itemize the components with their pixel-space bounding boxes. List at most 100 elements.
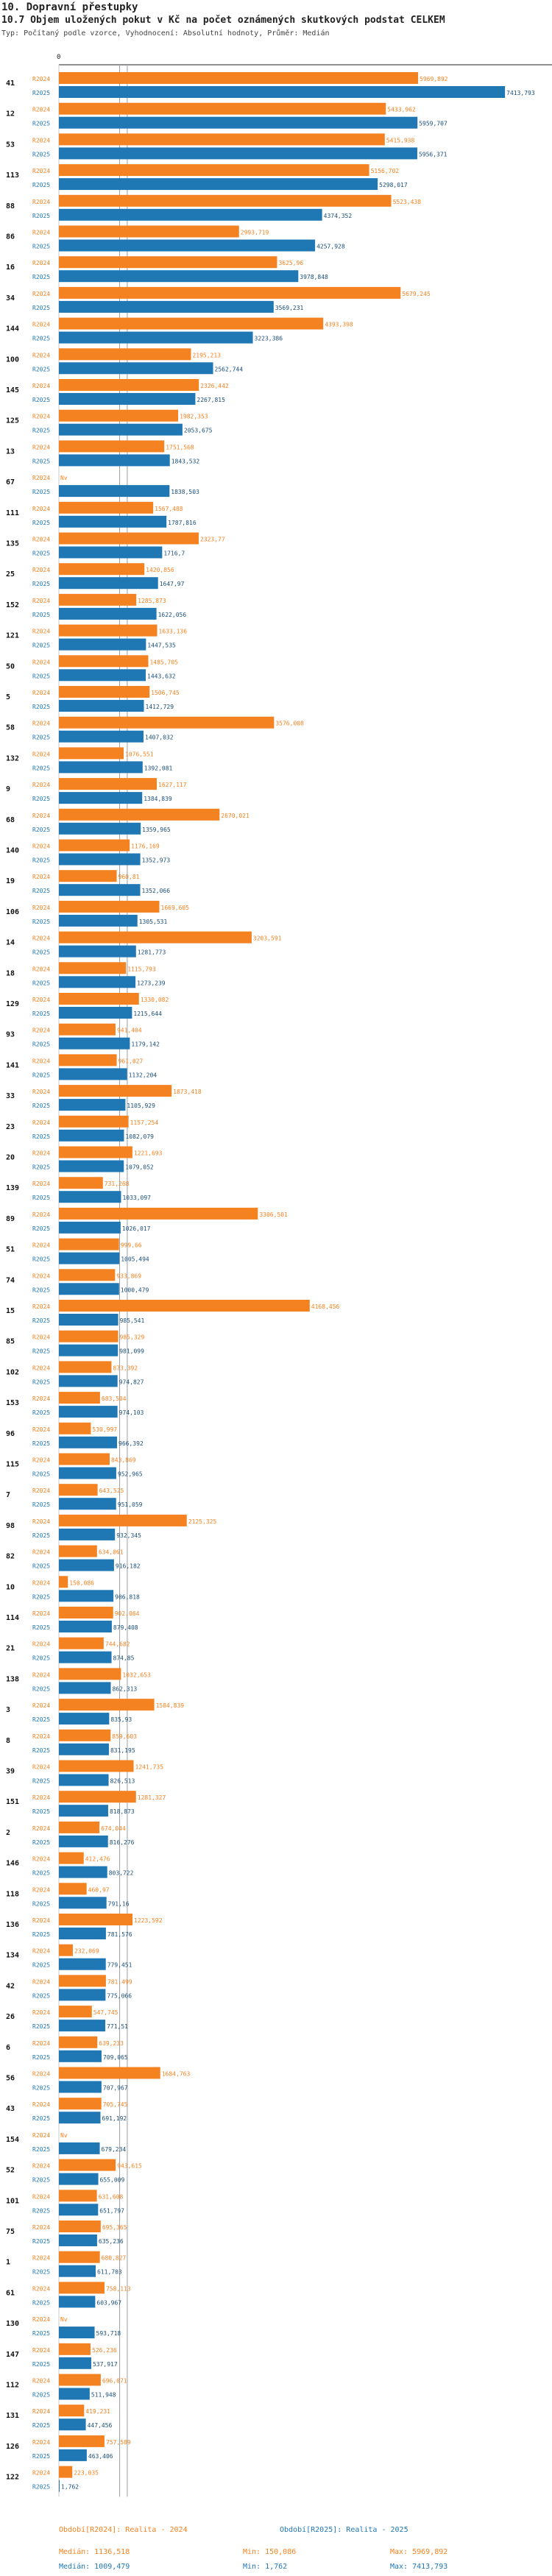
bar-r2025 xyxy=(59,393,196,405)
bar-r2025 xyxy=(59,1805,108,1817)
series-label-r2024: R2024 xyxy=(32,2316,50,2323)
value-label-r2025: 966,392 xyxy=(118,1440,144,1447)
median-2025: Medián: 1009,479 xyxy=(59,2563,130,2571)
value-label-r2025: 5959,707 xyxy=(419,121,447,127)
bar-r2024 xyxy=(59,1085,172,1097)
value-label-r2025: 775,066 xyxy=(107,1992,132,1999)
bar-r2025 xyxy=(59,454,170,467)
bar-r2025 xyxy=(59,853,141,866)
value-label-r2025: 981,099 xyxy=(119,1348,144,1355)
bar-r2025 xyxy=(59,1252,120,1264)
group-label: 52 xyxy=(6,2167,15,2175)
series-label-r2024: R2024 xyxy=(32,2347,50,2354)
series-label-r2024: R2024 xyxy=(32,567,50,573)
bar-r2024 xyxy=(59,1514,187,1526)
series-label-r2024: R2024 xyxy=(32,782,50,788)
bar-r2024 xyxy=(59,716,275,729)
bar-r2024 xyxy=(59,2343,91,2355)
series-label-r2025: R2025 xyxy=(32,1563,50,1570)
value-label-r2025: 5298,017 xyxy=(379,182,408,188)
value-label-r2024: 232,069 xyxy=(74,1948,99,1955)
value-label-r2025: 1082,079 xyxy=(125,1133,154,1140)
bar-r2024 xyxy=(59,133,385,146)
bar-r2025 xyxy=(59,1436,118,1448)
bar-r2024 xyxy=(59,532,199,545)
group-label: 125 xyxy=(6,417,19,425)
group-label: 10 xyxy=(6,1583,15,1591)
series-label-r2024: R2024 xyxy=(32,966,50,972)
series-label-r2025: R2025 xyxy=(32,2484,50,2491)
series-label-r2024: R2024 xyxy=(32,2408,50,2415)
group-label: 5 xyxy=(6,693,10,701)
series-label-r2025: R2025 xyxy=(32,2238,50,2245)
value-label-r2024: 1627,117 xyxy=(158,782,187,788)
group-label: 126 xyxy=(6,2443,19,2451)
series-label-r2025: R2025 xyxy=(32,1041,50,1048)
value-label-r2024: 1176,169 xyxy=(131,843,160,850)
bar-r2025 xyxy=(59,822,141,835)
series-label-r2024: R2024 xyxy=(32,1027,50,1034)
series-label-r2025: R2025 xyxy=(32,274,50,280)
value-label-r2024: 683,504 xyxy=(102,1395,127,1402)
bar-r2025 xyxy=(59,2112,101,2124)
bar-r2025 xyxy=(59,2296,96,2308)
bar-r2024 xyxy=(59,1115,129,1128)
bar-r2024 xyxy=(59,1392,100,1404)
series-label-r2025: R2025 xyxy=(32,765,50,771)
group-label: 114 xyxy=(6,1614,19,1622)
group-label: 25 xyxy=(6,570,15,578)
bar-r2024 xyxy=(59,1883,87,1895)
series-label-r2025: R2025 xyxy=(32,1195,50,1201)
value-label-r2024: 1285,873 xyxy=(138,598,166,604)
bar-r2025 xyxy=(59,669,146,682)
series-label-r2024: R2024 xyxy=(32,1089,50,1095)
legend-2024: Období[R2024]: Realita - 2024 xyxy=(59,2526,188,2534)
bar-r2025 xyxy=(59,2234,97,2246)
bar-r2024 xyxy=(59,1422,91,1434)
value-label-r2024: 705,745 xyxy=(103,2101,128,2108)
group-label: 140 xyxy=(6,847,19,855)
chart-type-info: Typ: Počítaný podle vzorce, Vyhodnocení:… xyxy=(1,29,330,38)
series-label-r2024: R2024 xyxy=(32,1856,50,1863)
series-label-r2024: R2024 xyxy=(32,2470,50,2477)
bar-r2025 xyxy=(59,116,418,129)
bar-r2024 xyxy=(59,225,239,238)
value-label-r2025: 679,234 xyxy=(102,2146,127,2153)
bar-r2025 xyxy=(59,1590,114,1602)
series-label-r2024: R2024 xyxy=(32,1579,50,1586)
value-label-r2025: 1843,532 xyxy=(171,458,200,464)
group-label: 134 xyxy=(6,1952,19,1960)
group-label: 115 xyxy=(6,1461,19,1469)
median-2024: Medián: 1136,518 xyxy=(59,2548,130,2556)
bar-r2025 xyxy=(59,362,213,375)
group-label: 131 xyxy=(6,2412,19,2420)
group-label: 146 xyxy=(6,1860,19,1868)
value-label-r2025: 1000,479 xyxy=(121,1287,149,1293)
value-label-r2025: 816,276 xyxy=(110,1839,135,1846)
page-title: 10. Dopravní přestupky xyxy=(1,1,138,13)
group-label: 20 xyxy=(6,1154,15,1162)
series-label-r2024: R2024 xyxy=(32,1150,50,1157)
series-label-r2024: R2024 xyxy=(32,690,50,696)
series-label-r2025: R2025 xyxy=(32,1808,50,1815)
series-label-r2025: R2025 xyxy=(32,2361,50,2368)
bar-r2024 xyxy=(59,256,277,269)
value-label-r2025: 835,93 xyxy=(110,1716,132,1723)
value-label-r2025: 635,236 xyxy=(99,2238,124,2245)
series-label-r2024: R2024 xyxy=(32,1610,50,1617)
series-label-r2024: R2024 xyxy=(32,230,50,236)
series-label-r2024: R2024 xyxy=(32,383,50,389)
series-label-r2025: R2025 xyxy=(32,1133,50,1140)
group-label: 130 xyxy=(6,2320,19,2328)
group-label: 23 xyxy=(6,1123,15,1131)
bar-r2025 xyxy=(59,1037,130,1050)
series-label-r2025: R2025 xyxy=(32,2054,50,2061)
series-label-r2025: R2025 xyxy=(32,458,50,464)
value-label-r2024: 757,589 xyxy=(106,2439,131,2446)
series-label-r2024: R2024 xyxy=(32,444,50,450)
group-label: 34 xyxy=(6,294,15,302)
series-label-r2024: R2024 xyxy=(32,291,50,297)
series-label-r2024: R2024 xyxy=(32,1395,50,1402)
series-label-r2024: R2024 xyxy=(32,2224,50,2231)
max-2025: Max: 7413,793 xyxy=(390,2563,448,2571)
